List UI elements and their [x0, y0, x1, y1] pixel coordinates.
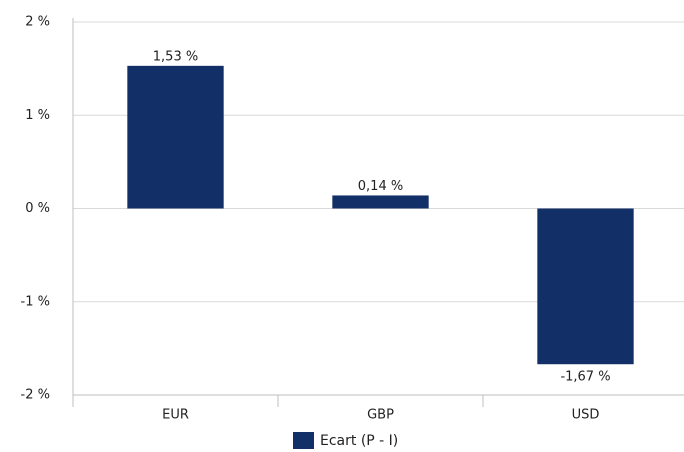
bar — [127, 65, 224, 209]
y-tick-label: 1 % — [25, 108, 50, 123]
value-label: 1,53 % — [153, 49, 198, 64]
legend-label: Ecart (P - I) — [320, 433, 398, 449]
y-tick-label: 2 % — [25, 15, 50, 30]
y-tick-label: -1 % — [21, 294, 50, 309]
legend-swatch — [293, 432, 314, 449]
value-label: -1,67 % — [560, 370, 610, 385]
x-tick-label: USD — [572, 408, 600, 423]
x-tick-label: GBP — [367, 408, 394, 423]
y-tick-label: -2 % — [21, 388, 50, 403]
value-label: 0,14 % — [358, 179, 403, 194]
y-tick-label: 0 % — [25, 201, 50, 216]
bar — [332, 195, 429, 209]
bar — [537, 208, 634, 365]
x-tick-label: EUR — [162, 408, 189, 423]
